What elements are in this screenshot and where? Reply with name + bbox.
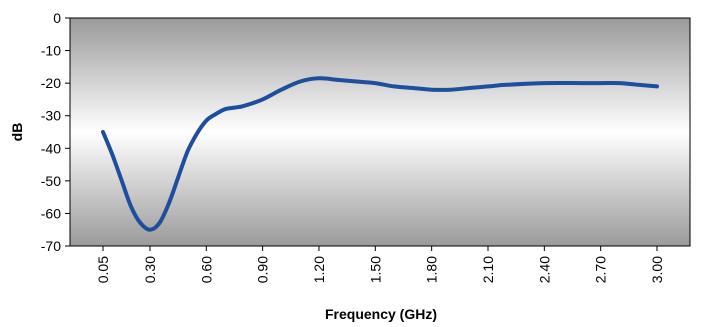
y-axis-title: dB bbox=[9, 123, 25, 142]
x-tick-label: 1.50 bbox=[367, 256, 383, 283]
x-tick-label: 0.05 bbox=[95, 256, 111, 283]
x-tick-label: 2.10 bbox=[480, 256, 496, 283]
x-axis-ticks: 0.05 0.30 0.60 0.90 1.20 1.50 1.80 2.10 2.40 2.70… bbox=[95, 246, 665, 283]
plot-area bbox=[69, 17, 691, 247]
y-tick-label: -70 bbox=[41, 238, 61, 254]
x-tick-label: 0.30 bbox=[142, 256, 158, 283]
x-tick-label: 2.70 bbox=[593, 256, 609, 283]
y-tick-label: -50 bbox=[41, 173, 61, 189]
y-tick-label: 0 bbox=[53, 10, 61, 26]
y-tick-label: -30 bbox=[41, 108, 61, 124]
y-axis-ticks: 0 -10 -20 -30 -40 -50 -60 -70 bbox=[41, 10, 70, 254]
x-tick-label: 3.00 bbox=[649, 256, 665, 283]
x-tick-label: 1.20 bbox=[311, 256, 327, 283]
y-tick-label: -40 bbox=[41, 140, 61, 156]
y-tick-label: -60 bbox=[41, 205, 61, 221]
x-tick-label: 0.60 bbox=[198, 256, 214, 283]
y-tick-label: -10 bbox=[41, 43, 61, 59]
y-tick-label: -20 bbox=[41, 75, 61, 91]
x-tick-label: 0.90 bbox=[255, 256, 271, 283]
x-tick-label: 1.80 bbox=[424, 256, 440, 283]
series-line bbox=[101, 76, 659, 232]
x-axis-title: Frequency (GHz) bbox=[325, 306, 437, 322]
x-tick-label: 2.40 bbox=[536, 256, 552, 283]
